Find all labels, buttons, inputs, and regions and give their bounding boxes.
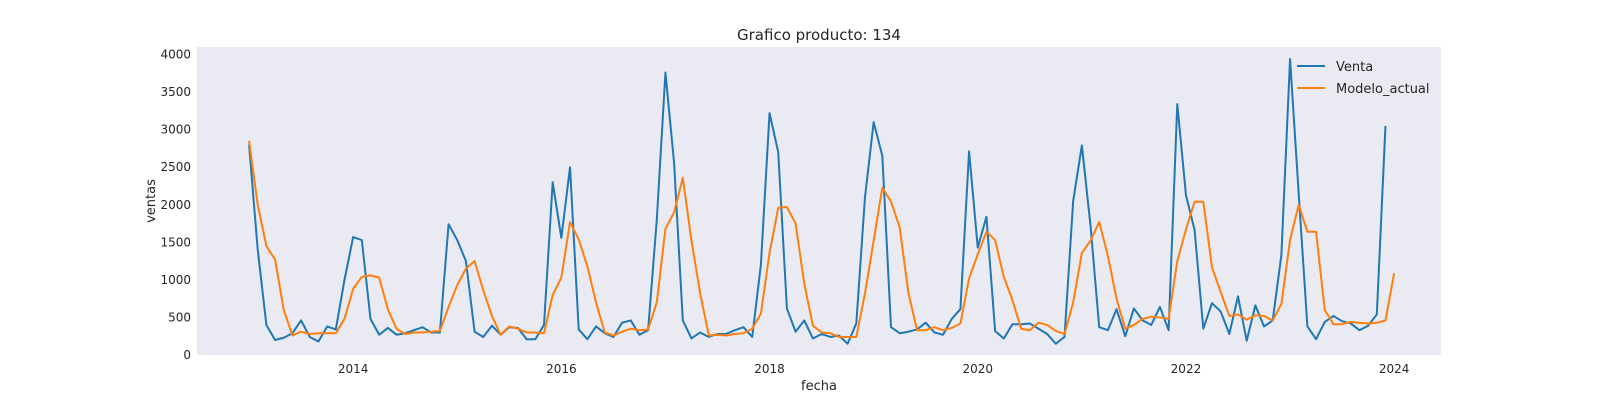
plot-area — [197, 47, 1441, 355]
x-tick-label: 2018 — [754, 362, 785, 376]
series-line-venta — [248, 58, 1387, 345]
series-line-modelo-actual — [248, 140, 1396, 338]
x-axis-ticks: 2014 2016 2018 2020 2022 2024 — [338, 362, 1410, 376]
y-tick-label: 4000 — [160, 48, 191, 62]
y-axis-ticks: 0 500 1000 1500 2000 2500 3000 3500 4000 — [160, 48, 191, 362]
chart-title: Grafico producto: 134 — [737, 26, 901, 44]
legend: Venta Modelo_actual — [1297, 60, 1430, 97]
y-tick-label: 3000 — [160, 123, 191, 137]
x-tick-label: 2024 — [1379, 362, 1410, 376]
y-tick-label: 1000 — [160, 273, 191, 287]
x-axis-label: fecha — [801, 379, 837, 394]
legend-label-modelo-actual: Modelo_actual — [1336, 82, 1430, 97]
y-tick-label: 2500 — [160, 160, 191, 174]
x-tick-label: 2014 — [338, 362, 369, 376]
y-tick-label: 0 — [183, 348, 191, 362]
y-tick-label: 1500 — [160, 235, 191, 249]
y-tick-label: 2000 — [160, 198, 191, 212]
x-tick-label: 2022 — [1171, 362, 1202, 376]
y-tick-label: 3500 — [160, 85, 191, 99]
series-layer — [248, 58, 1396, 345]
x-tick-label: 2016 — [546, 362, 577, 376]
legend-label-venta: Venta — [1336, 60, 1373, 75]
y-tick-label: 500 — [168, 310, 191, 324]
y-axis-label: ventas — [144, 179, 159, 223]
x-tick-label: 2020 — [962, 362, 993, 376]
